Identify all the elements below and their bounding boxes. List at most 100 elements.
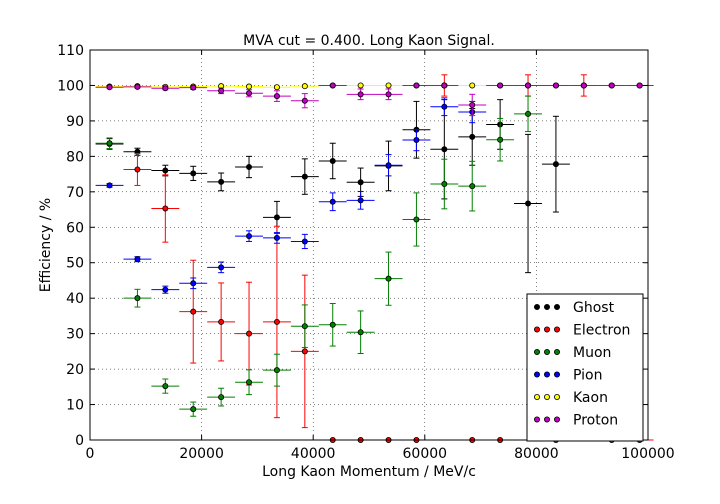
data-point	[413, 216, 420, 223]
legend-marker	[534, 303, 541, 310]
data-point	[162, 167, 169, 174]
data-point	[162, 85, 169, 92]
data-point	[469, 183, 476, 190]
data-point	[497, 82, 504, 89]
legend-item-muon: Muon	[534, 345, 611, 361]
data-point	[190, 84, 197, 91]
data-point	[441, 82, 448, 89]
data-point	[580, 82, 587, 89]
data-point	[357, 82, 364, 89]
legend-item-kaon: Kaon	[534, 390, 608, 406]
data-point	[525, 82, 532, 89]
data-point	[273, 234, 280, 241]
data-point	[218, 87, 225, 94]
data-point	[329, 198, 336, 205]
y-tick-label: 40	[66, 291, 84, 307]
y-tick-label: 20	[66, 362, 84, 378]
data-point	[329, 82, 336, 89]
legend-marker	[534, 393, 541, 400]
series-pion	[95, 97, 487, 294]
legend-marker	[554, 348, 561, 355]
y-tick-label: 0	[75, 433, 84, 449]
legend-label: Electron	[573, 323, 630, 339]
legend-marker	[534, 416, 541, 423]
data-point	[246, 90, 253, 97]
series-muon	[95, 95, 542, 417]
legend-label: Ghost	[573, 300, 615, 316]
legend-label: Kaon	[573, 390, 608, 406]
data-point	[301, 323, 308, 330]
data-series	[95, 74, 654, 443]
x-axis-title: Long Kaon Momentum / MeV/c	[262, 464, 476, 480]
data-point	[134, 256, 141, 263]
y-tick-label: 50	[66, 256, 84, 272]
axis-ticks: 0 20000 40000 60000 80000 100000 0 10 20 30 40 50 60…	[57, 43, 674, 462]
x-tick-label: 20000	[179, 446, 224, 462]
data-point	[469, 133, 476, 140]
y-tick-label: 30	[66, 327, 84, 343]
data-point	[497, 136, 504, 143]
data-point	[190, 406, 197, 413]
legend-marker	[544, 393, 551, 400]
legend-marker	[544, 416, 551, 423]
x-tick-label: 40000	[291, 446, 336, 462]
series-proton	[95, 82, 654, 117]
y-tick-label: 80	[66, 149, 84, 165]
data-point	[134, 166, 141, 173]
data-point	[106, 182, 113, 189]
x-tick-label: 0	[86, 446, 95, 462]
plot-frame	[89, 49, 649, 441]
data-point	[357, 91, 364, 98]
data-point	[106, 140, 113, 147]
legend-item-ghost: Ghost	[534, 300, 615, 316]
legend: Ghost Electron Muon Pion Kaon Proton	[526, 293, 644, 442]
data-point	[218, 394, 225, 401]
y-tick-label: 90	[66, 114, 84, 130]
data-point	[162, 286, 169, 293]
y-tick-label: 10	[66, 398, 84, 414]
data-point	[608, 82, 615, 89]
legend-marker	[544, 326, 551, 333]
legend-label: Pion	[573, 368, 602, 384]
legend-marker	[554, 326, 561, 333]
y-tick-label: 110	[57, 43, 84, 59]
data-point	[162, 383, 169, 390]
legend-marker	[554, 371, 561, 378]
data-point	[329, 157, 336, 164]
data-point	[246, 163, 253, 170]
data-point	[413, 82, 420, 89]
legend-marker	[554, 416, 561, 423]
data-point	[218, 178, 225, 185]
data-point	[106, 84, 113, 91]
data-point	[357, 197, 364, 204]
data-point	[385, 82, 392, 89]
data-point	[273, 318, 280, 325]
legend-marker	[534, 348, 541, 355]
data-point	[190, 170, 197, 177]
data-point	[246, 83, 253, 90]
data-point	[301, 97, 308, 104]
data-point	[301, 238, 308, 245]
data-point	[246, 233, 253, 240]
data-point	[273, 93, 280, 100]
legend-item-proton: Proton	[534, 413, 618, 429]
data-point	[385, 91, 392, 98]
data-point	[469, 82, 476, 89]
data-point	[552, 82, 559, 89]
data-point	[636, 82, 643, 89]
legend-marker	[544, 303, 551, 310]
legend-marker	[544, 371, 551, 378]
data-point	[218, 264, 225, 271]
data-point	[246, 379, 253, 386]
data-point	[385, 275, 392, 282]
data-point	[469, 101, 476, 108]
data-point	[441, 146, 448, 153]
data-point	[441, 181, 448, 188]
data-point	[190, 280, 197, 287]
data-point	[273, 84, 280, 91]
legend-box	[526, 293, 644, 442]
data-point	[357, 179, 364, 186]
x-tick-label: 100000	[621, 446, 674, 462]
data-point	[134, 295, 141, 302]
